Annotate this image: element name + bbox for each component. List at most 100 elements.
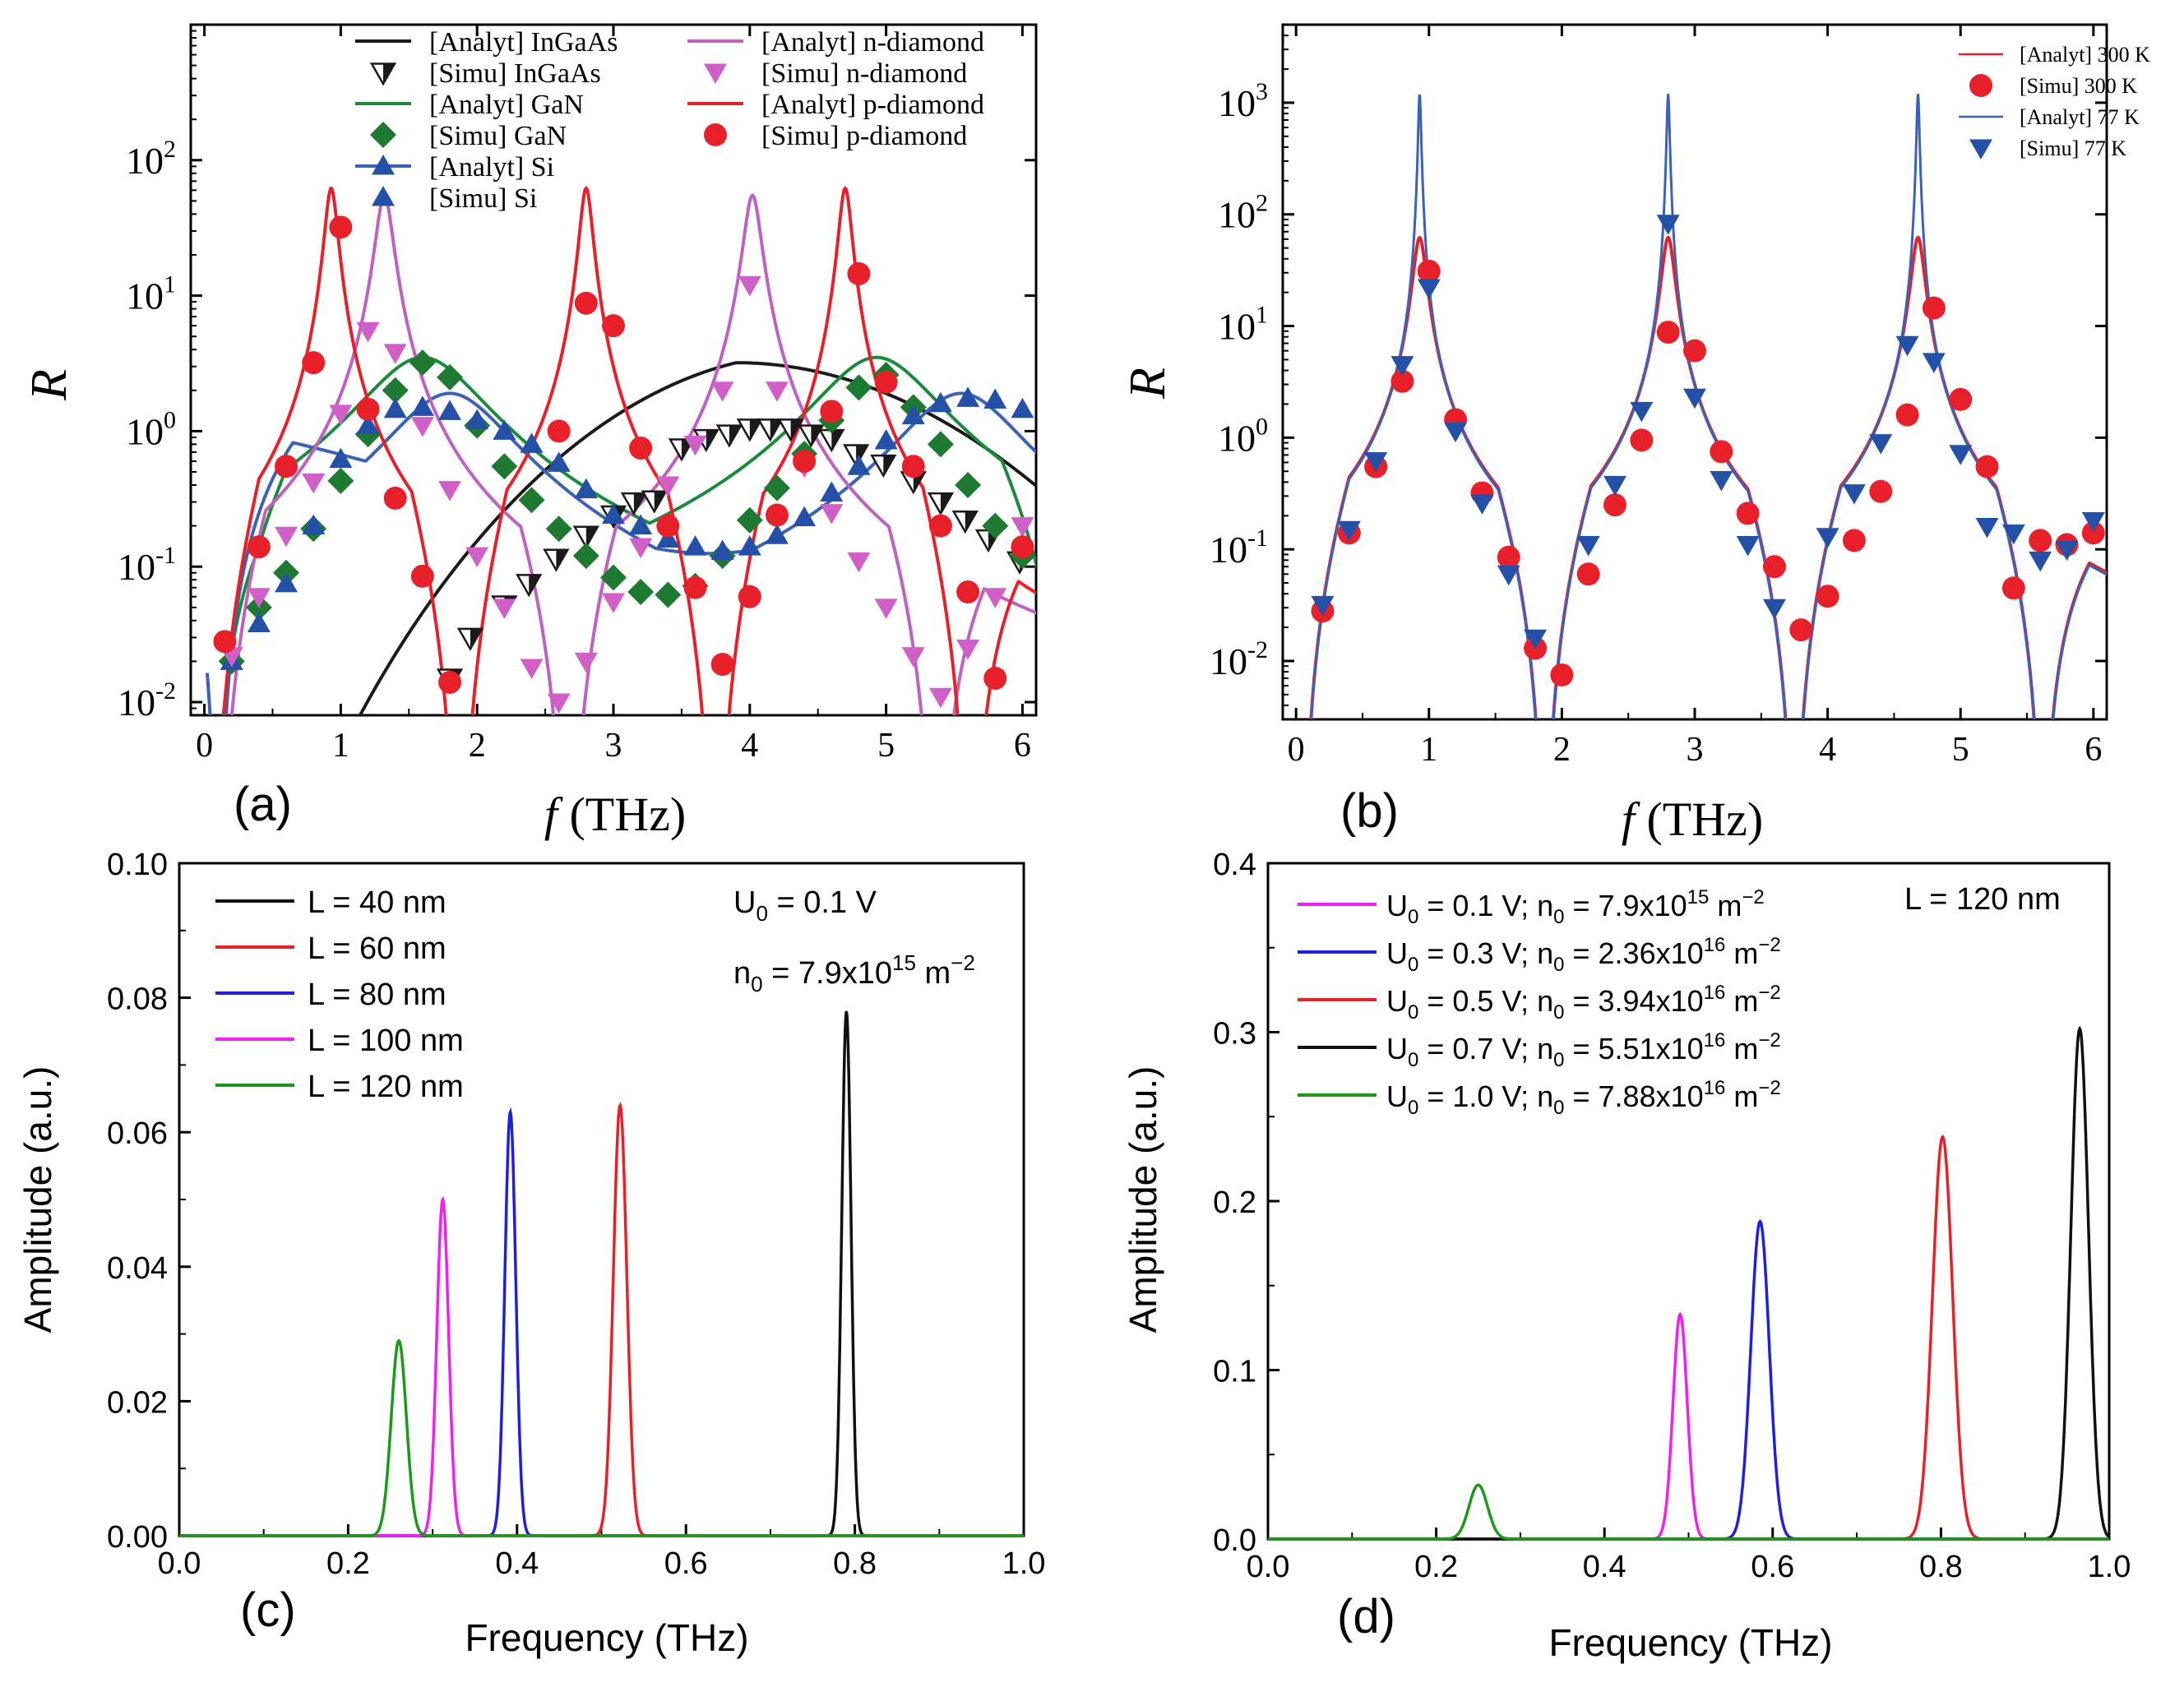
data-point-circle [213,630,237,654]
data-point-circle [928,514,952,538]
data-point-circle [1969,74,1992,97]
series-line [179,1010,1024,1537]
x-tick-label: 6 [2085,731,2102,769]
legend-label: [Simu] Si [429,183,537,214]
plot-area-a [205,186,1036,715]
data-point-circle [1011,535,1034,559]
legend-label: [Analyt] n-diamond [761,27,984,58]
data-point-triangle-down [2001,524,2025,545]
y-tick-label: 10-1 [118,542,176,588]
legend-u: U [1386,936,1408,970]
data-point-triangle-down [847,552,871,573]
legend-exp: 15 [1687,886,1710,908]
annotation-n0-unit-exp: −2 [951,950,975,975]
panel-d: 0.0 0.2 0.4 0.6 0.8 1.0 0.0 0.1 0.2 0.3 0.4 [1213,848,2131,1584]
y-tick-label: 0.0 [1213,1523,1256,1558]
y-tick-base: 10 [1218,194,1256,236]
data-point-circle [574,291,598,315]
data-point-circle [1895,403,1919,427]
legend-n-sub: 0 [1553,1049,1564,1071]
x-tick-label: 0.6 [664,1546,708,1581]
data-point-triangle-up [656,527,680,548]
data-point-diamond [545,515,572,543]
x-axis-title-a: f (THz) [544,788,686,841]
data-point-triangle-down [1842,484,1866,505]
data-point-diamond [382,377,409,404]
series-line [179,1102,1024,1537]
legend-label: [Analyt] Si [429,152,554,183]
y-tick-base: 10 [1210,640,1247,682]
data-point-circle [1842,529,1866,552]
y-tick-label: 102 [126,136,176,182]
series-line [179,1195,1024,1537]
x-tick-label: 0.2 [1414,1550,1458,1584]
data-point-triangle-up [683,535,707,556]
legend-n-sub: 0 [1553,906,1564,928]
legend-label: L = 120 nm [308,1070,464,1104]
data-point-diamond [627,579,655,606]
data-point-triangle-down [956,639,980,660]
data-point-triangle-down [1683,388,1706,409]
y-tick-label: 0.10 [107,848,168,882]
series-line [1268,1311,2109,1541]
data-point-triangle-up [410,395,434,416]
legend-u-sub: 0 [1408,1001,1418,1024]
y-tick-base: 10 [118,546,155,588]
data-point-triangle-up [1011,397,1034,418]
data-point-triangle-up [983,388,1007,409]
data-point-circle [1762,555,1786,579]
annotation-n0-unit: m [916,956,951,991]
y-tick-base: 10 [126,275,164,317]
data-point-triangle-down [1311,595,1335,617]
data-point-triangle-down [1710,471,1733,492]
legend-mid: = 0.3 V; n [1418,936,1553,970]
data-point-circle [1497,545,1520,569]
data-point-circle [1975,455,1999,478]
series-line [221,355,1036,715]
data-point-diamond [491,453,518,480]
data-point-diamond [927,431,954,458]
y-tick-label: 0.2 [1213,1186,1256,1220]
data-point-triangle-up [602,503,625,525]
data-point-circle [983,667,1007,691]
legend-label: U0 = 1.0 V; n0 = 7.88x1016 m−2 [1386,1077,1781,1119]
data-point-triangle-down [493,599,516,619]
x-tick-label: 0.0 [1247,1550,1290,1584]
data-point-triangle-up [383,397,407,418]
data-point-circle [1869,479,1893,503]
data-point-triangle-up [738,535,761,556]
data-point-triangle-down [329,404,353,425]
data-point-circle [629,437,653,460]
legend-unit: m [1725,1032,1758,1065]
annotation-n0-sym: n [733,956,751,991]
data-point-triangle-down [874,599,898,619]
data-point-triangle-down [2081,512,2105,533]
data-point-circle [1949,387,1973,411]
legend-u: U [1386,984,1408,1018]
x-tick-label: 4 [741,727,758,765]
x-tick-label: 4 [1819,731,1836,769]
data-point-triangle-up [520,432,544,453]
legend-label: [Analyt] 300 K [2020,43,2150,67]
x-tick-label: 0.0 [158,1546,201,1581]
series-line [1268,1483,2109,1541]
x-tick-label: 0.4 [1583,1550,1626,1584]
data-point-triangle-down-fill [831,430,844,451]
data-point-diamond [736,506,763,534]
legend-b: [Analyt] 300 K [Simu] 300 K [Analyt] 77 K [… [1959,43,2150,160]
data-point-triangle-down [1603,475,1627,497]
plot-area-c [179,1010,1024,1537]
data-point-triangle-down [1576,536,1600,557]
data-point-circle [1656,321,1680,344]
y-tick-label: 102 [1218,190,1268,236]
y-tick-label: 0.06 [107,1116,168,1151]
annotation-n0-sub: 0 [751,972,762,996]
y-tick-exponent: -1 [155,542,176,569]
legend-exp: 16 [1704,1077,1726,1099]
data-point-triangle-up [820,481,844,502]
data-point-circle [329,215,353,239]
legend-exp: 16 [1704,1029,1726,1051]
data-point-diamond [327,467,354,494]
data-point-triangle-down [302,474,326,494]
